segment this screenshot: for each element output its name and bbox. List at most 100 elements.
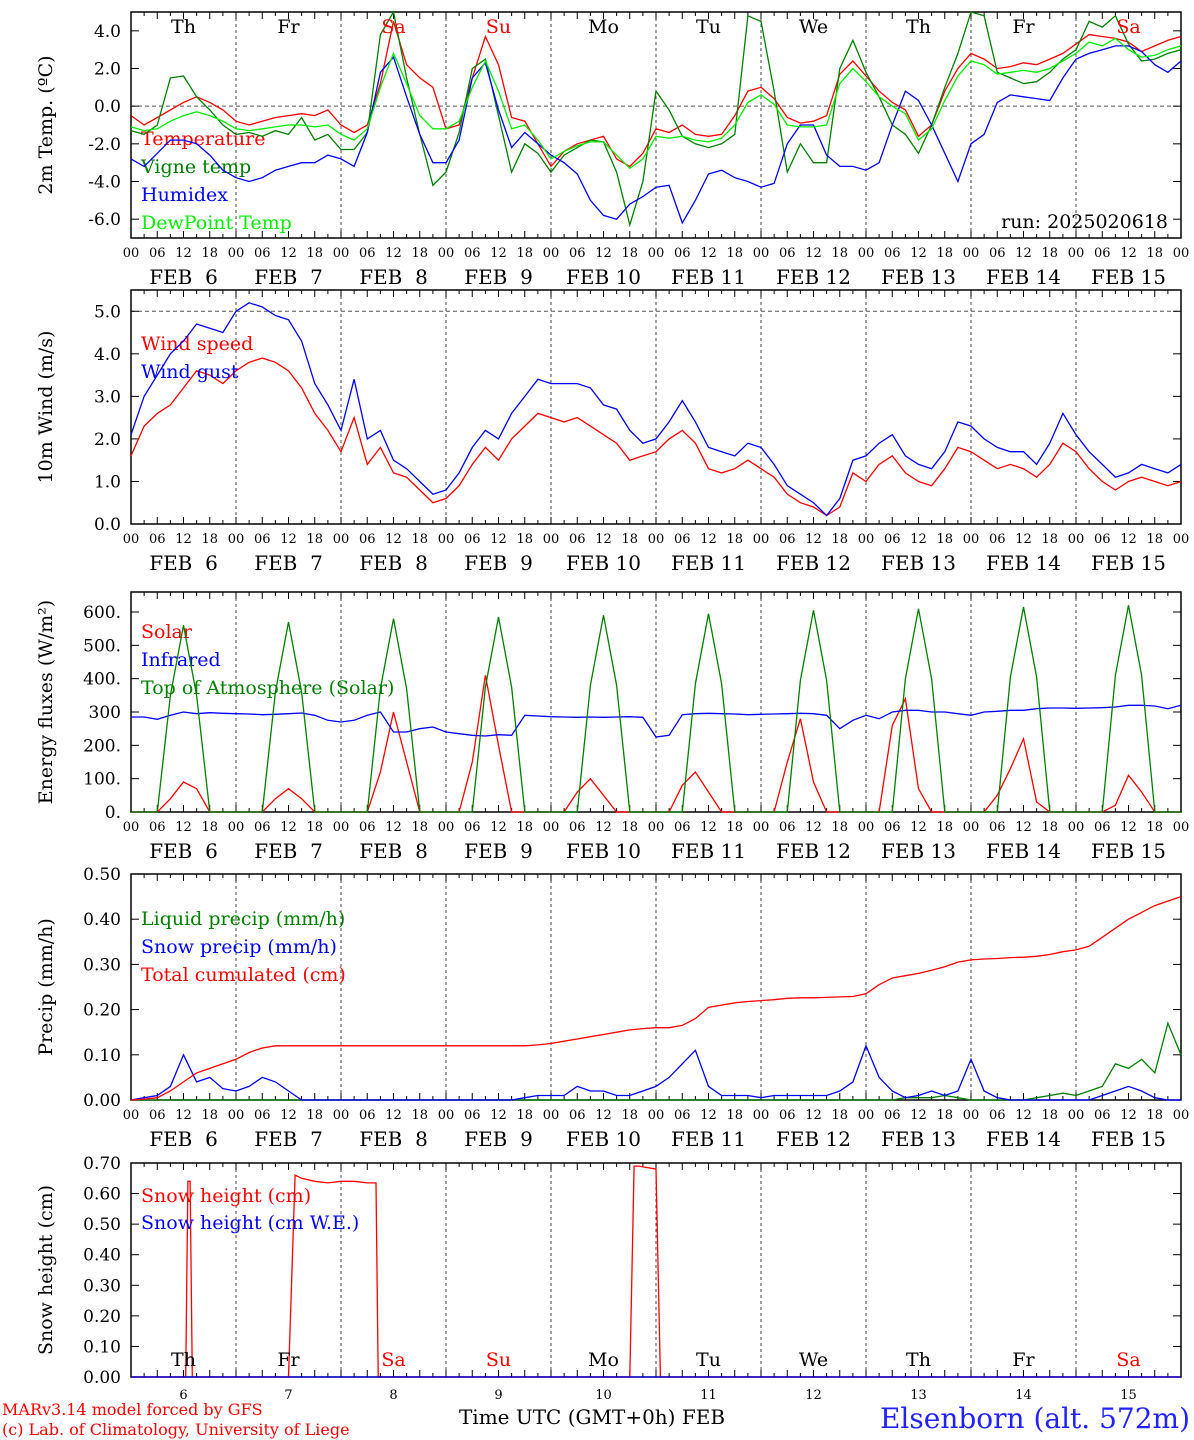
hour-tick-label: 06 [674,532,691,547]
y-tick-label: 0.00 [83,1091,121,1111]
hour-tick-label: 12 [805,1108,822,1123]
hour-tick-label: 06 [884,246,901,261]
hour-tick-label: 00 [1173,820,1190,835]
hour-tick-label: 12 [490,820,507,835]
hour-tick-label: 06 [254,532,271,547]
date-label: FEB 11 [671,1127,746,1151]
panel-3: 600. 500. 400. 300 200. 100. 0. Energy fluxes (… [35,591,1190,863]
hour-tick-label: 12 [1015,820,1032,835]
y-tick-label: 3.0 [94,387,121,407]
hour-tick-label: 06 [1094,820,1111,835]
hour-tick-label: 12 [595,1108,612,1123]
legend-entry: Snow precip (mm/h) [141,936,337,958]
date-label: FEB 13 [881,1127,956,1151]
hour-tick-label: 00 [228,1108,245,1123]
hour-tick-label: 18 [201,820,218,835]
date-label: FEB 10 [566,265,641,289]
y-tick-label: 0.40 [83,910,121,930]
hour-tick-label: 18 [411,246,428,261]
hour-tick-label: 06 [359,246,376,261]
date-label: FEB 14 [986,1127,1061,1151]
hour-tick-label: 18 [306,1108,323,1123]
date-label: FEB 9 [464,1127,533,1151]
date-label: FEB 6 [149,1127,218,1151]
weekday-label: Fr [277,16,300,38]
series-line [131,1165,1181,1378]
hour-tick-label: 12 [910,246,927,261]
hour-tick-label: 12 [595,820,612,835]
hour-tick-label: 00 [858,1108,875,1123]
hour-tick-label: 18 [201,1108,218,1123]
hour-tick-label: 00 [1068,246,1085,261]
hour-tick-label: 06 [464,532,481,547]
y-tick-label: 1.0 [94,472,121,492]
date-label: FEB 8 [359,839,428,863]
y-tick-label: 100. [83,770,121,790]
y-tick-label: 0.30 [83,1276,121,1296]
hour-tick-label: 00 [1173,532,1190,547]
hour-tick-label: 12 [1015,532,1032,547]
run-label: run: 2025020618 [1001,211,1168,233]
date-label: FEB 15 [1091,265,1166,289]
hour-tick-label: 00 [1068,820,1085,835]
hour-tick-label: 18 [516,1108,533,1123]
weekday-label: Sa [381,16,405,38]
hour-tick-label: 00 [543,532,560,547]
hour-tick-label: 18 [936,1108,953,1123]
legend-entry: Snow height (cm) [141,1185,311,1207]
date-label: FEB 14 [986,265,1061,289]
hour-tick-label: 12 [385,246,402,261]
y-tick-label: 0.30 [83,955,121,975]
weekday-label: Th [906,1349,931,1371]
weekday-label: We [799,1349,828,1371]
hour-tick-label: 06 [989,820,1006,835]
series-line [130,895,1182,1101]
series-line [130,302,1182,517]
hour-tick-label: 12 [700,532,717,547]
hour-tick-label: 06 [779,246,796,261]
hour-tick-label: 12 [700,246,717,261]
date-label: FEB 10 [566,1127,641,1151]
hour-tick-label: 18 [621,820,638,835]
date-label: FEB 9 [464,839,533,863]
hour-tick-label: 06 [989,246,1006,261]
y-axis-label: 2m Temp. (ºC) [35,55,57,194]
hour-tick-label: 12 [490,532,507,547]
hour-tick-label: 00 [333,820,350,835]
weekday-label: Tu [696,1349,721,1371]
hour-tick-label: 18 [411,532,428,547]
weekday-label: Fr [1012,1349,1035,1371]
y-tick-label: 0.20 [83,1001,121,1021]
hour-tick-label: 00 [1173,246,1190,261]
hour-tick-label: 12 [1015,1108,1032,1123]
hour-tick-label: 18 [936,820,953,835]
weekday-label: Sa [381,1349,405,1371]
weekday-label: We [799,16,828,38]
hour-tick-label: 06 [254,246,271,261]
hour-tick-label: 06 [569,1108,586,1123]
legend-entry: Temperature [141,128,265,150]
hour-tick-label: 06 [1094,1108,1111,1123]
hour-tick-label: 00 [333,1108,350,1123]
date-label: FEB 12 [776,839,851,863]
weekday-label: Fr [277,1349,300,1371]
panel-5: 0.70 0.60 0.50 0.40 0.30 0.20 0.10 0.00 Snow hei… [35,1154,1182,1403]
hour-tick-label: 18 [831,532,848,547]
weekday-label: Mo [588,1349,619,1371]
date-label: FEB 9 [464,551,533,575]
y-tick-label: -2.0 [88,135,121,155]
hour-tick-label: 06 [989,532,1006,547]
day-number-label: 7 [284,1388,292,1403]
hour-tick-label: 00 [123,532,140,547]
date-label: FEB 12 [776,265,851,289]
date-label: FEB 13 [881,265,956,289]
hour-tick-label: 06 [359,1108,376,1123]
hour-tick-label: 06 [149,1108,166,1123]
hour-tick-label: 00 [228,820,245,835]
hour-tick-label: 00 [543,820,560,835]
hour-tick-label: 18 [201,532,218,547]
hour-tick-label: 00 [333,246,350,261]
hour-tick-label: 00 [228,246,245,261]
hour-tick-label: 12 [1120,532,1137,547]
hour-tick-label: 00 [753,246,770,261]
